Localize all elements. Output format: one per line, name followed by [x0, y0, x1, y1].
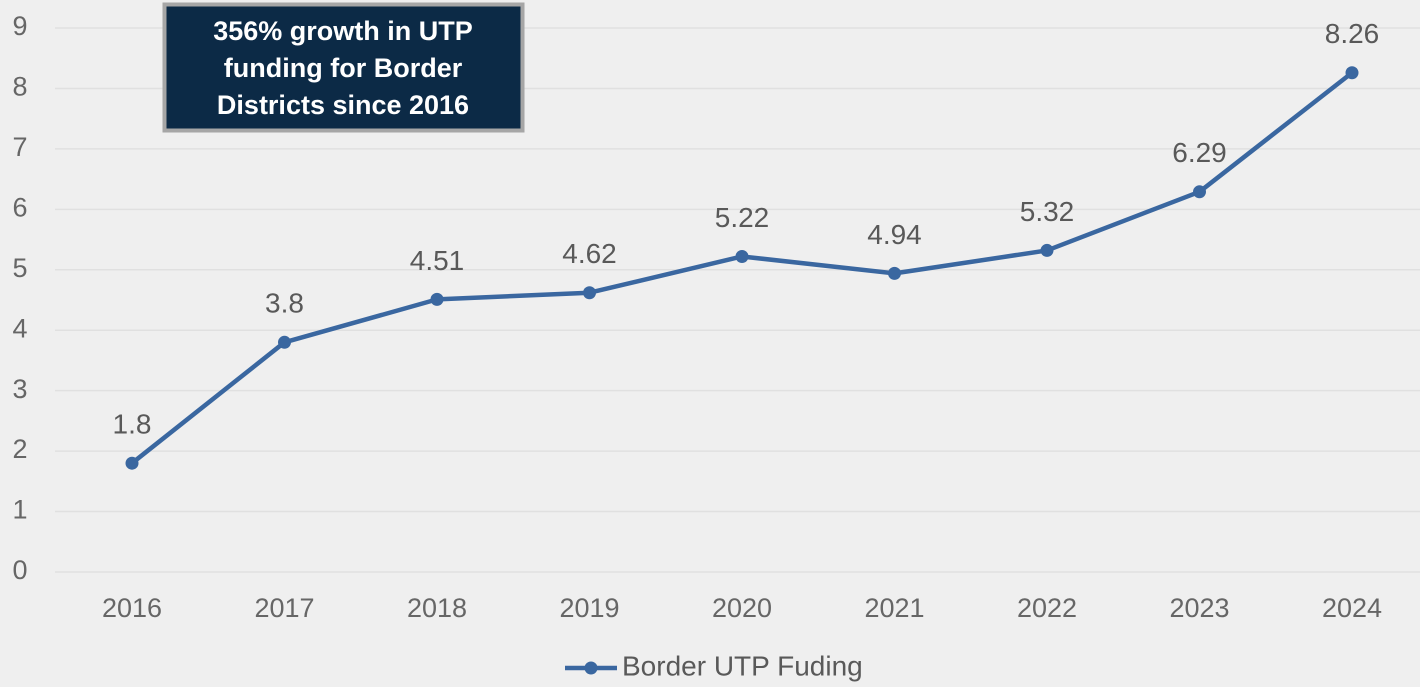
point	[1193, 185, 1206, 199]
x-tick-label: 2021	[864, 593, 924, 623]
value-label: 5.22	[715, 202, 770, 233]
y-tick-label: 0	[12, 555, 27, 585]
value-label: 1.8	[113, 409, 152, 440]
point	[735, 249, 749, 263]
value-label: 4.94	[867, 219, 922, 250]
point	[430, 292, 444, 306]
point	[888, 266, 901, 280]
legend-label: Border UTP Fuding	[622, 650, 863, 681]
legend-marker	[584, 661, 598, 675]
point	[125, 456, 139, 470]
y-tick-label: 2	[12, 434, 27, 464]
x-tick-label: 2023	[1169, 593, 1229, 623]
annotation-box	[162, 2, 525, 133]
annotation-text: funding for Border	[224, 53, 463, 83]
annotation-text: 356% growth in UTP	[213, 16, 473, 46]
x-tick-label: 2017	[254, 593, 314, 623]
point	[583, 286, 596, 300]
value-label: 6.29	[1172, 137, 1227, 168]
point	[278, 335, 291, 349]
x-tick-label: 2020	[712, 593, 772, 623]
y-tick-label: 7	[12, 132, 27, 162]
y-tick-label: 5	[12, 253, 27, 283]
value-label: 4.62	[562, 238, 617, 269]
annotation-text: Districts since 2016	[217, 90, 469, 120]
point	[1345, 66, 1359, 80]
x-tick-label: 2024	[1322, 593, 1382, 623]
y-tick-label: 3	[12, 374, 27, 404]
value-label: 8.26	[1325, 18, 1380, 49]
y-tick-label: 8	[12, 72, 27, 102]
point	[1040, 243, 1054, 257]
value-label: 4.51	[410, 245, 465, 276]
x-tick-label: 2018	[407, 593, 467, 623]
x-tick-label: 2019	[559, 593, 619, 623]
x-tick-label: 2016	[102, 593, 162, 623]
y-tick-label: 6	[12, 192, 27, 222]
value-label: 3.8	[265, 288, 304, 319]
y-tick-label: 1	[12, 495, 27, 525]
x-tick-label: 2022	[1017, 593, 1077, 623]
value-label: 5.32	[1020, 196, 1075, 227]
y-tick-label: 9	[12, 11, 27, 41]
y-tick-label: 4	[12, 313, 27, 343]
